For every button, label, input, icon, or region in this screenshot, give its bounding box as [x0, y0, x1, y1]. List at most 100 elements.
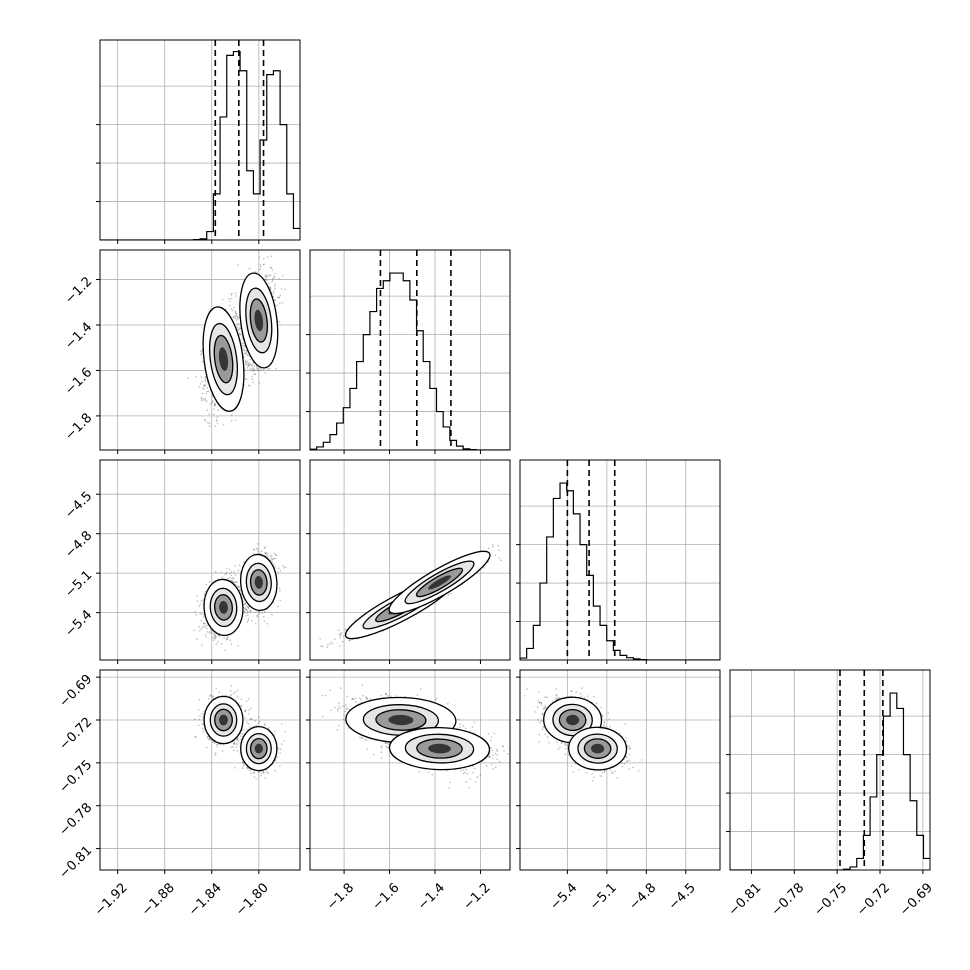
scatter-point: [251, 378, 254, 381]
scatter-point: [278, 296, 281, 299]
scatter-point: [223, 637, 225, 639]
scatter-point: [198, 386, 200, 388]
scatter-point: [239, 590, 242, 592]
scatter-point: [255, 622, 257, 625]
scatter-point: [233, 581, 235, 584]
scatter-point: [229, 577, 232, 579]
scatter-point: [244, 352, 247, 355]
scatter-point: [212, 636, 214, 639]
scatter-point: [213, 636, 216, 638]
scatter-point: [255, 366, 258, 368]
scatter-point: [200, 600, 203, 602]
scatter-point: [234, 419, 237, 422]
scatter-point: [245, 604, 248, 607]
scatter-point: [200, 353, 202, 356]
scatter-panel-1-0: [96, 249, 301, 454]
scatter-point: [273, 552, 276, 555]
scatter-point: [228, 577, 230, 579]
scatter-point: [277, 605, 279, 608]
scatter-point: [319, 638, 322, 640]
scatter-point: [215, 420, 218, 422]
scatter-point: [245, 615, 247, 617]
scatter-point: [233, 315, 235, 318]
scatter-point: [251, 365, 253, 367]
scatter-point: [195, 614, 198, 616]
scatter-point: [271, 561, 274, 563]
scatter-point: [273, 275, 275, 278]
scatter-point: [204, 626, 207, 628]
scatter-point: [214, 403, 216, 406]
scatter-point: [210, 631, 213, 633]
scatter-point: [274, 565, 276, 568]
scatter-point: [201, 361, 204, 363]
scatter-point: [204, 398, 207, 400]
scatter-point: [214, 635, 217, 637]
scatter-point: [271, 614, 273, 616]
scatter-point: [252, 381, 255, 384]
scatter-point: [257, 368, 259, 370]
scatter-point: [275, 368, 277, 370]
scatter-point: [226, 638, 228, 640]
scatter-point: [257, 550, 260, 553]
scatter-point: [236, 318, 239, 320]
scatter-point: [256, 547, 259, 550]
scatter-point: [247, 364, 249, 367]
scatter-point: [251, 375, 253, 378]
scatter-point: [226, 571, 228, 574]
scatter-point: [245, 608, 247, 611]
scatter-point: [246, 367, 249, 369]
scatter-point: [259, 369, 261, 372]
scatter-point: [216, 422, 219, 424]
panel-frame: [99, 249, 301, 451]
scatter-point: [253, 370, 255, 372]
scatter-point: [213, 408, 215, 410]
scatter-point: [265, 555, 268, 557]
scatter-point: [200, 396, 203, 399]
scatter-point: [199, 613, 201, 615]
scatter-point: [214, 571, 217, 573]
scatter-point: [274, 299, 276, 302]
scatter-point: [279, 294, 282, 297]
scatter-point: [271, 277, 274, 280]
scatter-point: [281, 274, 284, 277]
scatter-point: [237, 315, 239, 318]
scatter-point: [203, 622, 205, 624]
scatter-point: [272, 290, 275, 292]
scatter-point: [266, 623, 269, 625]
scatter-point: [245, 362, 247, 365]
scatter-point: [249, 358, 251, 361]
scatter-point: [326, 646, 329, 648]
scatter-point: [234, 312, 236, 314]
scatter-point: [274, 287, 276, 290]
scatter-point: [247, 365, 249, 367]
scatter-point: [225, 573, 227, 575]
scatter-point: [213, 403, 216, 406]
scatter-point: [234, 581, 236, 583]
scatter-point: [258, 256, 261, 259]
scatter-point: [449, 592, 452, 595]
scatter-point: [254, 271, 256, 273]
scatter-point: [235, 312, 237, 315]
scatter-point: [204, 385, 206, 387]
scatter-point: [200, 628, 203, 630]
scatter-point: [272, 557, 275, 560]
histogram-panel-0: [96, 39, 301, 244]
scatter-point: [234, 574, 237, 576]
scatter-point: [239, 333, 241, 336]
scatter-point: [263, 258, 265, 260]
scatter-point: [230, 580, 233, 582]
scatter-point: [230, 294, 233, 296]
scatter-point: [246, 612, 248, 614]
scatter-point: [195, 376, 197, 378]
scatter-point: [224, 573, 226, 575]
scatter-point: [232, 581, 234, 583]
scatter-point: [270, 559, 272, 561]
scatter-point: [265, 275, 268, 278]
scatter-point: [206, 624, 208, 627]
scatter-point: [247, 618, 250, 620]
scatter-point: [277, 567, 280, 569]
scatter-point: [247, 606, 249, 608]
scatter-point: [264, 610, 266, 613]
scatter-point: [232, 577, 235, 580]
scatter-point: [255, 548, 258, 551]
